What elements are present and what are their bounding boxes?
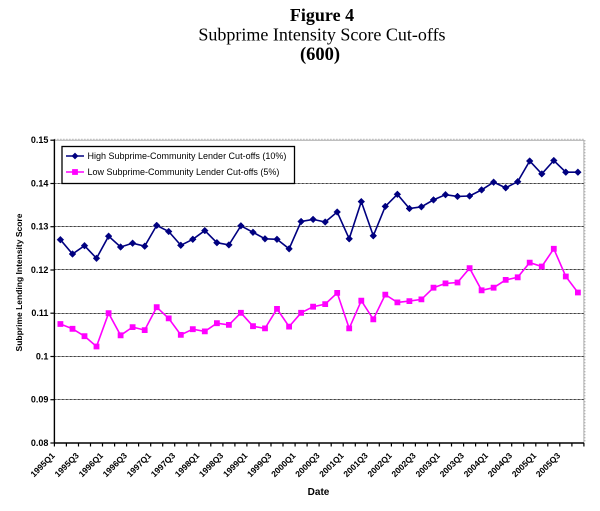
svg-text:0.12: 0.12: [31, 265, 49, 275]
svg-text:0.09: 0.09: [31, 395, 49, 405]
svg-text:Subprime Lending Intensity Sco: Subprime Lending Intensity Score: [14, 213, 24, 351]
svg-text:0.11: 0.11: [31, 308, 48, 318]
svg-text:Date: Date: [308, 487, 330, 498]
svg-text:(600): (600): [300, 45, 340, 65]
svg-text:Low Subprime-Community Lender: Low Subprime-Community Lender Cut-offs (…: [88, 167, 280, 177]
svg-text:0.15: 0.15: [31, 135, 49, 145]
svg-text:0.13: 0.13: [31, 222, 49, 232]
svg-text:Figure 4: Figure 4: [290, 5, 354, 25]
svg-text:High Subprime-Community Lender: High Subprime-Community Lender Cut-offs …: [88, 151, 287, 161]
svg-text:0.08: 0.08: [31, 438, 49, 448]
svg-text:0.1: 0.1: [36, 352, 49, 362]
svg-text:Subprime Intensity Score Cut-o: Subprime Intensity Score Cut-offs: [198, 25, 445, 45]
svg-text:0.14: 0.14: [31, 179, 49, 189]
